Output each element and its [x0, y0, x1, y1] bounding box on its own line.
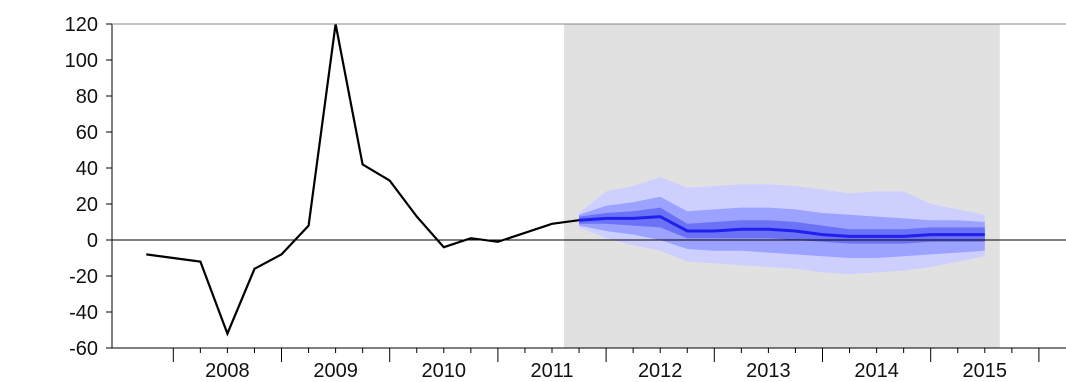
x-tick-label: 2008	[205, 360, 250, 382]
fan-band-inner	[579, 207, 985, 244]
x-tick-label: 2015	[963, 360, 1008, 382]
forecast-fan-bands	[578, 177, 985, 275]
plot-frame	[111, 23, 1066, 349]
y-tick-label: 0	[87, 230, 98, 252]
y-tick-label: 60	[76, 122, 98, 144]
y-axis: -60 -40 -20 0 20 40 60 80 100 120	[65, 14, 112, 360]
actual-series-line	[146, 23, 580, 337]
y-tick-label: 100	[65, 50, 98, 72]
fan-median-line	[578, 215, 985, 238]
y-tick-label: 40	[76, 158, 98, 180]
x-tick-label: 2011	[530, 360, 573, 382]
y-tick-label: 120	[65, 14, 98, 36]
x-tick-label: 2009	[313, 360, 358, 382]
x-axis: 2008 2009 2010 2011 2012 2013 2014 2015	[172, 348, 1040, 382]
y-tick-label: -40	[69, 302, 98, 324]
x-tick-label: 2010	[422, 360, 467, 382]
y-tick-label: 20	[76, 194, 98, 216]
y-tick-label: 80	[76, 86, 98, 108]
x-tick-label: 2013	[746, 360, 791, 382]
y-tick-label: -20	[69, 266, 98, 288]
y-tick-label: -60	[69, 338, 98, 360]
x-tick-label: 2012	[638, 360, 683, 382]
x-tick-label: 2014	[854, 360, 899, 382]
